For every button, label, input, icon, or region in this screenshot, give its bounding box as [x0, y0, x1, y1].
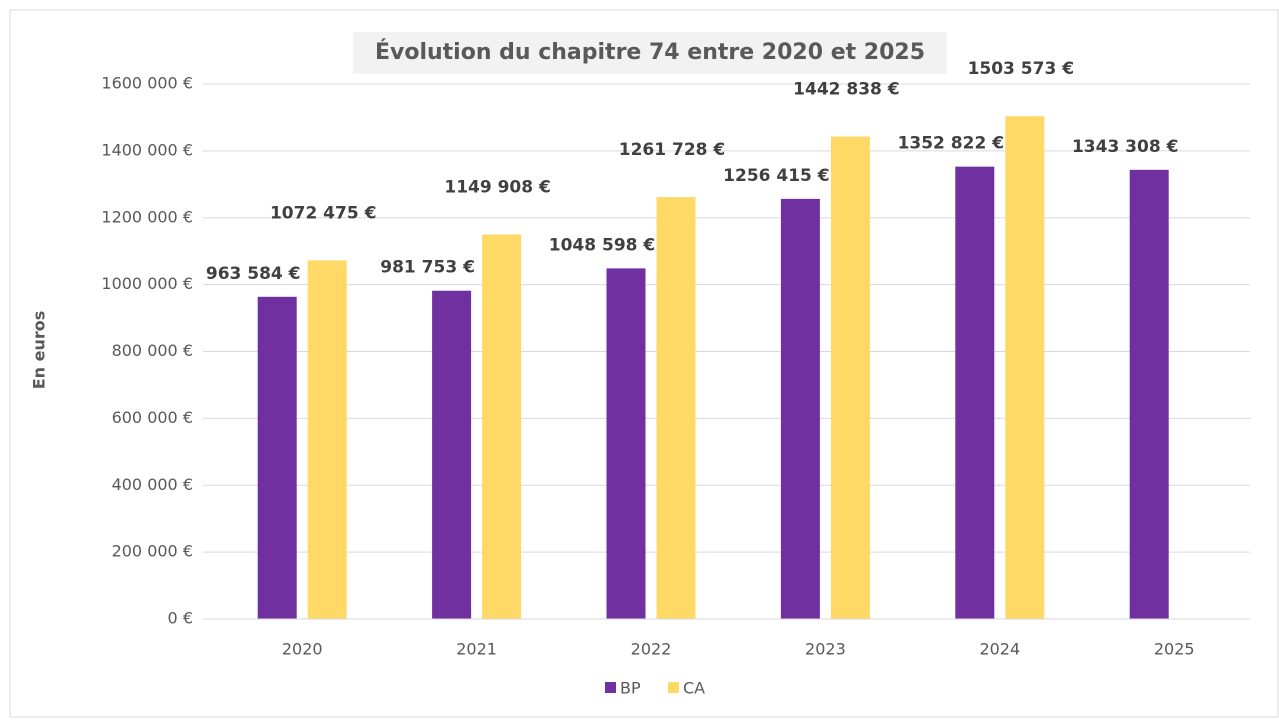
legend-swatch — [605, 682, 616, 693]
bar — [830, 136, 870, 620]
x-tick-label: 2020 — [282, 640, 323, 659]
y-tick-label: 1400 000 € — [101, 140, 193, 159]
y-tick-label: 1200 000 € — [101, 207, 193, 226]
bar — [482, 234, 522, 619]
data-label: 1149 908 € — [444, 177, 550, 197]
y-tick-label: 200 000 € — [112, 542, 193, 561]
data-label: 1343 308 € — [1072, 137, 1178, 157]
data-label: 1256 415 € — [723, 166, 829, 186]
legend-label: BP — [620, 679, 641, 698]
data-label: 963 584 € — [206, 264, 301, 284]
bar — [955, 166, 995, 619]
chart-title: Évolution du chapitre 74 entre 2020 et 2… — [375, 39, 925, 65]
bar — [257, 296, 297, 619]
y-tick-label: 0 € — [168, 609, 193, 628]
x-tick-label: 2024 — [979, 640, 1020, 659]
y-tick-label: 1000 000 € — [101, 274, 193, 293]
x-tick-label: 2025 — [1154, 640, 1195, 659]
legend-label: CA — [683, 679, 705, 698]
y-axis-label: En euros — [30, 311, 49, 390]
data-label: 1261 728 € — [619, 140, 725, 160]
data-label: 1352 822 € — [898, 134, 1004, 154]
bar — [780, 198, 820, 619]
y-tick-label: 400 000 € — [112, 475, 193, 494]
bar — [432, 290, 472, 619]
bar — [1005, 116, 1045, 620]
data-label: 1072 475 € — [270, 203, 376, 223]
data-label: 981 753 € — [380, 258, 475, 278]
legend-swatch — [668, 682, 679, 693]
data-label: 1048 598 € — [549, 235, 655, 255]
x-tick-label: 2021 — [456, 640, 497, 659]
bar — [656, 197, 696, 620]
bar — [307, 260, 347, 619]
y-tick-label: 600 000 € — [112, 408, 193, 427]
x-tick-label: 2022 — [631, 640, 672, 659]
x-tick-label: 2023 — [805, 640, 846, 659]
data-label: 1442 838 € — [793, 80, 899, 100]
data-label: 1503 573 € — [968, 59, 1074, 79]
y-tick-label: 1600 000 € — [101, 74, 193, 93]
bar — [1129, 169, 1169, 619]
y-tick-label: 800 000 € — [112, 341, 193, 360]
bar — [606, 268, 646, 619]
title-background — [353, 32, 947, 74]
